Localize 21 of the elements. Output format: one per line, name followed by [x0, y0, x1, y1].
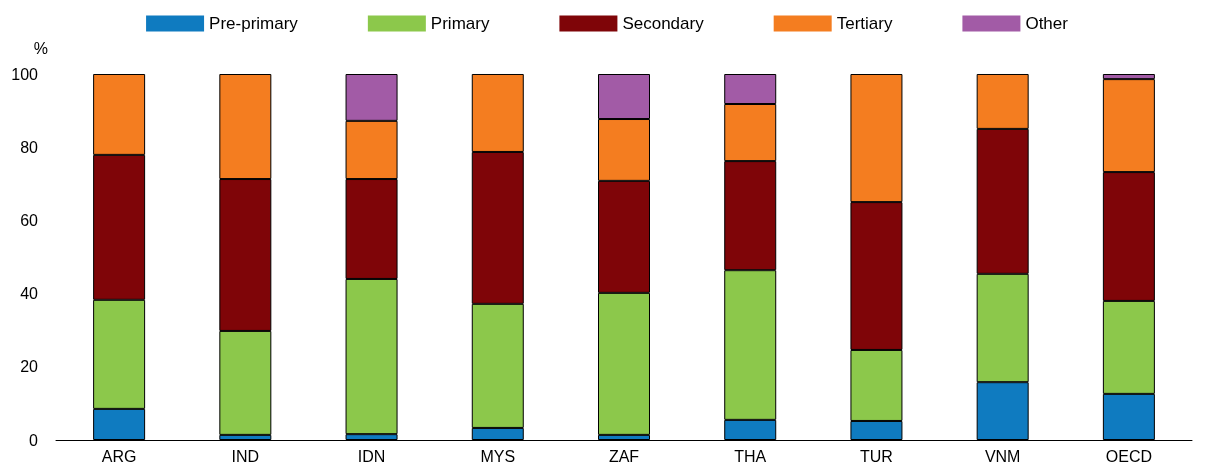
- y-tick-label: 60: [20, 211, 39, 229]
- x-tick-label: VNM: [984, 447, 1021, 465]
- y-tick-label: 0: [29, 431, 39, 449]
- y-tick-label: 40: [20, 285, 39, 303]
- x-tick-label: OECD: [1105, 447, 1153, 465]
- x-tick-label: IND: [231, 447, 260, 465]
- x-tick-label: IDN: [357, 447, 386, 465]
- y-tick-label: 100: [11, 65, 39, 83]
- y-tick-label: 20: [20, 358, 39, 376]
- legend-label: Secondary: [622, 14, 705, 33]
- x-tick-label: ZAF: [608, 447, 640, 465]
- y-tick-label: 80: [20, 138, 39, 156]
- y-axis-title: %: [33, 39, 48, 57]
- legend-label: Pre-primary: [209, 14, 299, 33]
- legend-label: Other: [1025, 14, 1069, 33]
- legend-label: Tertiary: [836, 14, 893, 33]
- legend-label: Primary: [430, 14, 490, 33]
- x-tick-label: THA: [734, 447, 767, 465]
- x-tick-label: TUR: [860, 447, 893, 465]
- x-tick-label: ARG: [101, 447, 137, 465]
- x-tick-label: MYS: [480, 447, 516, 465]
